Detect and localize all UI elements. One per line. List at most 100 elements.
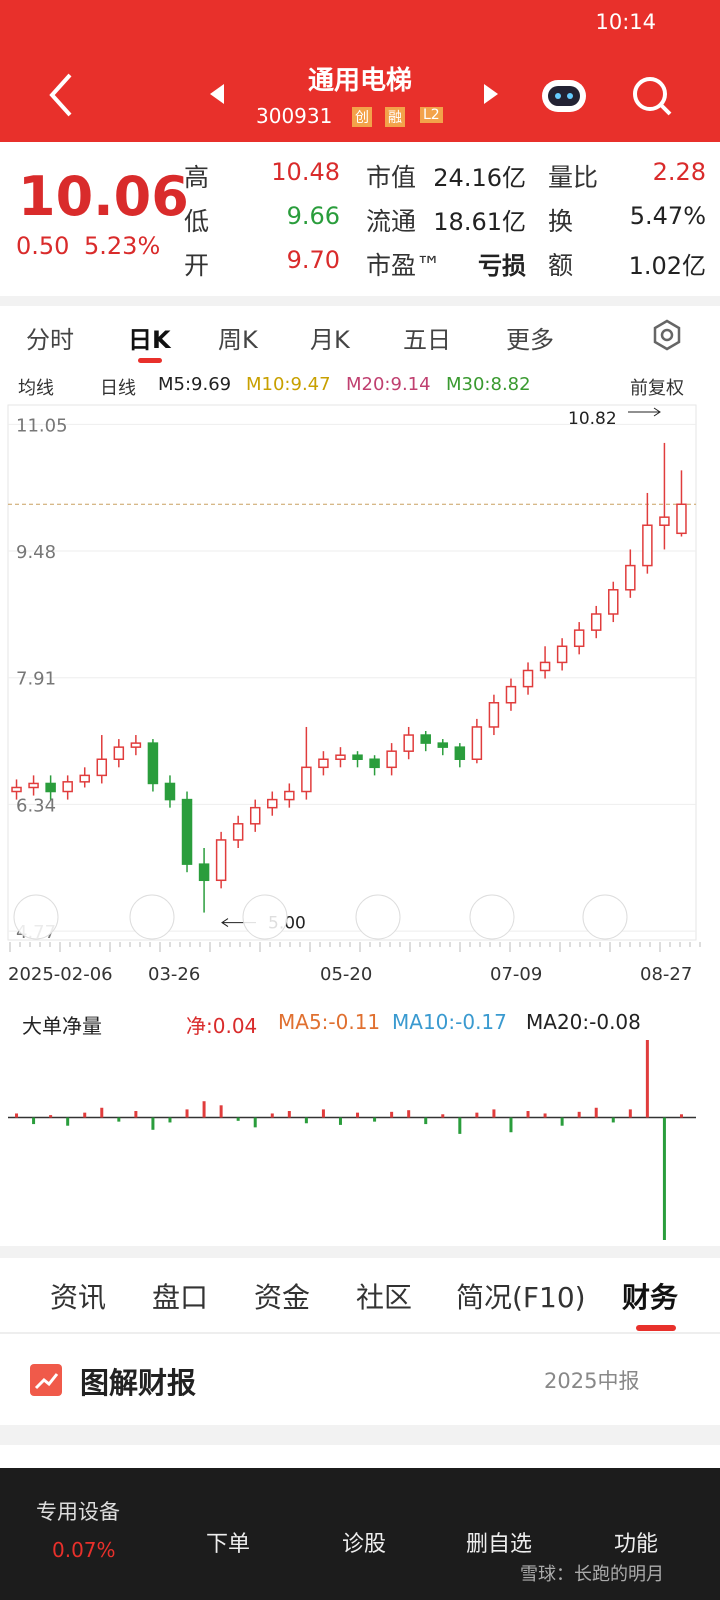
report-title[interactable]: 图解财报 [80, 1366, 197, 1400]
flow-bar [236, 1117, 240, 1121]
nav-item[interactable]: 诊股 [342, 1532, 387, 1557]
section-tab[interactable]: 简况(F10) [456, 1281, 586, 1314]
ma-legend: M30:8.82 [446, 374, 531, 395]
flow-bar [219, 1105, 223, 1118]
chart: 11.059.487.916.344.7710.825.002025-02-06… [7, 404, 701, 1240]
flow-bar [441, 1114, 445, 1118]
section-tab[interactable]: 社区 [356, 1281, 413, 1314]
flow-bar [253, 1117, 257, 1128]
tab[interactable]: 五日 [403, 326, 451, 354]
candle-body [403, 734, 414, 752]
candle-body [11, 786, 22, 793]
tab[interactable]: 日K [128, 326, 171, 354]
tool-button [355, 894, 401, 940]
tab[interactable]: 月K [310, 326, 350, 354]
candle-body [215, 839, 227, 882]
x-tick-label: 03-26 [148, 964, 200, 985]
candle-body [147, 742, 159, 785]
flow-legend: MA20:-0.08 [526, 1010, 641, 1034]
stock-code: 300931 [256, 104, 333, 128]
candle-body [488, 702, 500, 728]
y-tick-label: 6.34 [16, 795, 56, 816]
tag: 融 [385, 107, 405, 127]
settings[interactable] [650, 318, 684, 352]
candle-body [539, 661, 551, 672]
tool-button [242, 894, 288, 940]
candle-body [96, 758, 108, 777]
flow-bar [424, 1117, 428, 1125]
flow-bar [662, 1117, 666, 1240]
flow-bar [645, 1040, 649, 1118]
section-tab[interactable]: 资金 [254, 1281, 311, 1314]
flow-bar [134, 1111, 138, 1118]
flow-bar [66, 1117, 70, 1126]
candle-body [505, 685, 517, 704]
flow-legend[interactable]: 大单净量 [22, 1014, 102, 1038]
next[interactable] [482, 82, 502, 106]
stat-value: 10.48 [271, 158, 340, 186]
candle-body [676, 503, 687, 535]
candle-body [62, 781, 73, 793]
section-tab[interactable]: 盘口 [152, 1281, 209, 1314]
stat-label: 低 [184, 207, 210, 236]
stat-value: 亏损 [478, 252, 526, 280]
tab[interactable]: 更多 [506, 326, 554, 354]
nav-item[interactable]: 下单 [206, 1532, 251, 1557]
prev[interactable] [208, 82, 228, 106]
candle-body [130, 742, 142, 748]
search[interactable] [630, 74, 674, 118]
tag: L2 [420, 107, 443, 123]
tool-button [13, 894, 59, 940]
candle-body [369, 758, 380, 769]
nav-item[interactable]: 功能 [614, 1532, 659, 1557]
stat-label: 额 [548, 251, 574, 280]
candle-body [625, 564, 636, 591]
ma-legend: 均线 [18, 378, 54, 399]
tab[interactable]: 周K [218, 326, 258, 354]
tab[interactable]: 分时 [26, 326, 74, 354]
section-tab[interactable]: 资讯 [50, 1281, 107, 1314]
back[interactable] [46, 70, 76, 120]
flow-bar [611, 1117, 615, 1123]
candle-body [556, 645, 568, 664]
candle-body [608, 589, 619, 615]
watermark: 雪球：长跑的明月 [520, 1564, 664, 1585]
flow-bar [15, 1113, 19, 1118]
stat-value: 24.16亿 [433, 164, 526, 192]
stat-value: 9.70 [286, 246, 340, 274]
flow-bar [543, 1113, 547, 1118]
stat-value: 5.47% [629, 202, 706, 230]
robot[interactable] [538, 72, 590, 116]
flow-legend: 净:0.04 [186, 1014, 258, 1038]
stat-label: 高 [184, 163, 210, 192]
ma-legend: 日线 [100, 378, 136, 399]
candle-body [386, 750, 397, 769]
flow-bar [49, 1115, 53, 1118]
flow-bar [526, 1111, 530, 1118]
section-tab[interactable]: 财务 [622, 1281, 679, 1314]
arrow [628, 407, 661, 417]
stat-label: 市盈™ [366, 251, 442, 280]
stat-value: 18.61亿 [433, 208, 526, 236]
flow-bar [321, 1109, 325, 1118]
candle-body [335, 754, 346, 760]
candle-body [659, 516, 670, 526]
candle-body [318, 758, 329, 769]
nav-item[interactable]: 删自选 [466, 1532, 533, 1557]
report-period[interactable]: 2025中报 [544, 1369, 640, 1393]
ma-legend: M20:9.14 [346, 374, 431, 395]
ma-legend: 前复权 [630, 378, 684, 399]
y-tick-label: 7.91 [16, 669, 56, 690]
flow-bar [628, 1109, 632, 1118]
candle-body [249, 806, 261, 825]
flow-bar [577, 1111, 581, 1118]
candle-body [471, 726, 483, 760]
flow-bar [151, 1117, 155, 1130]
candle-body [198, 863, 210, 882]
sector[interactable]: 专用设备 [36, 1500, 120, 1524]
sector-pct: 0.07% [52, 1538, 116, 1562]
flow-bar [390, 1111, 394, 1118]
stat-value: 2.28 [652, 158, 706, 186]
candle-body [45, 782, 56, 793]
x-tick-label: 2025-02-06 [8, 964, 113, 985]
